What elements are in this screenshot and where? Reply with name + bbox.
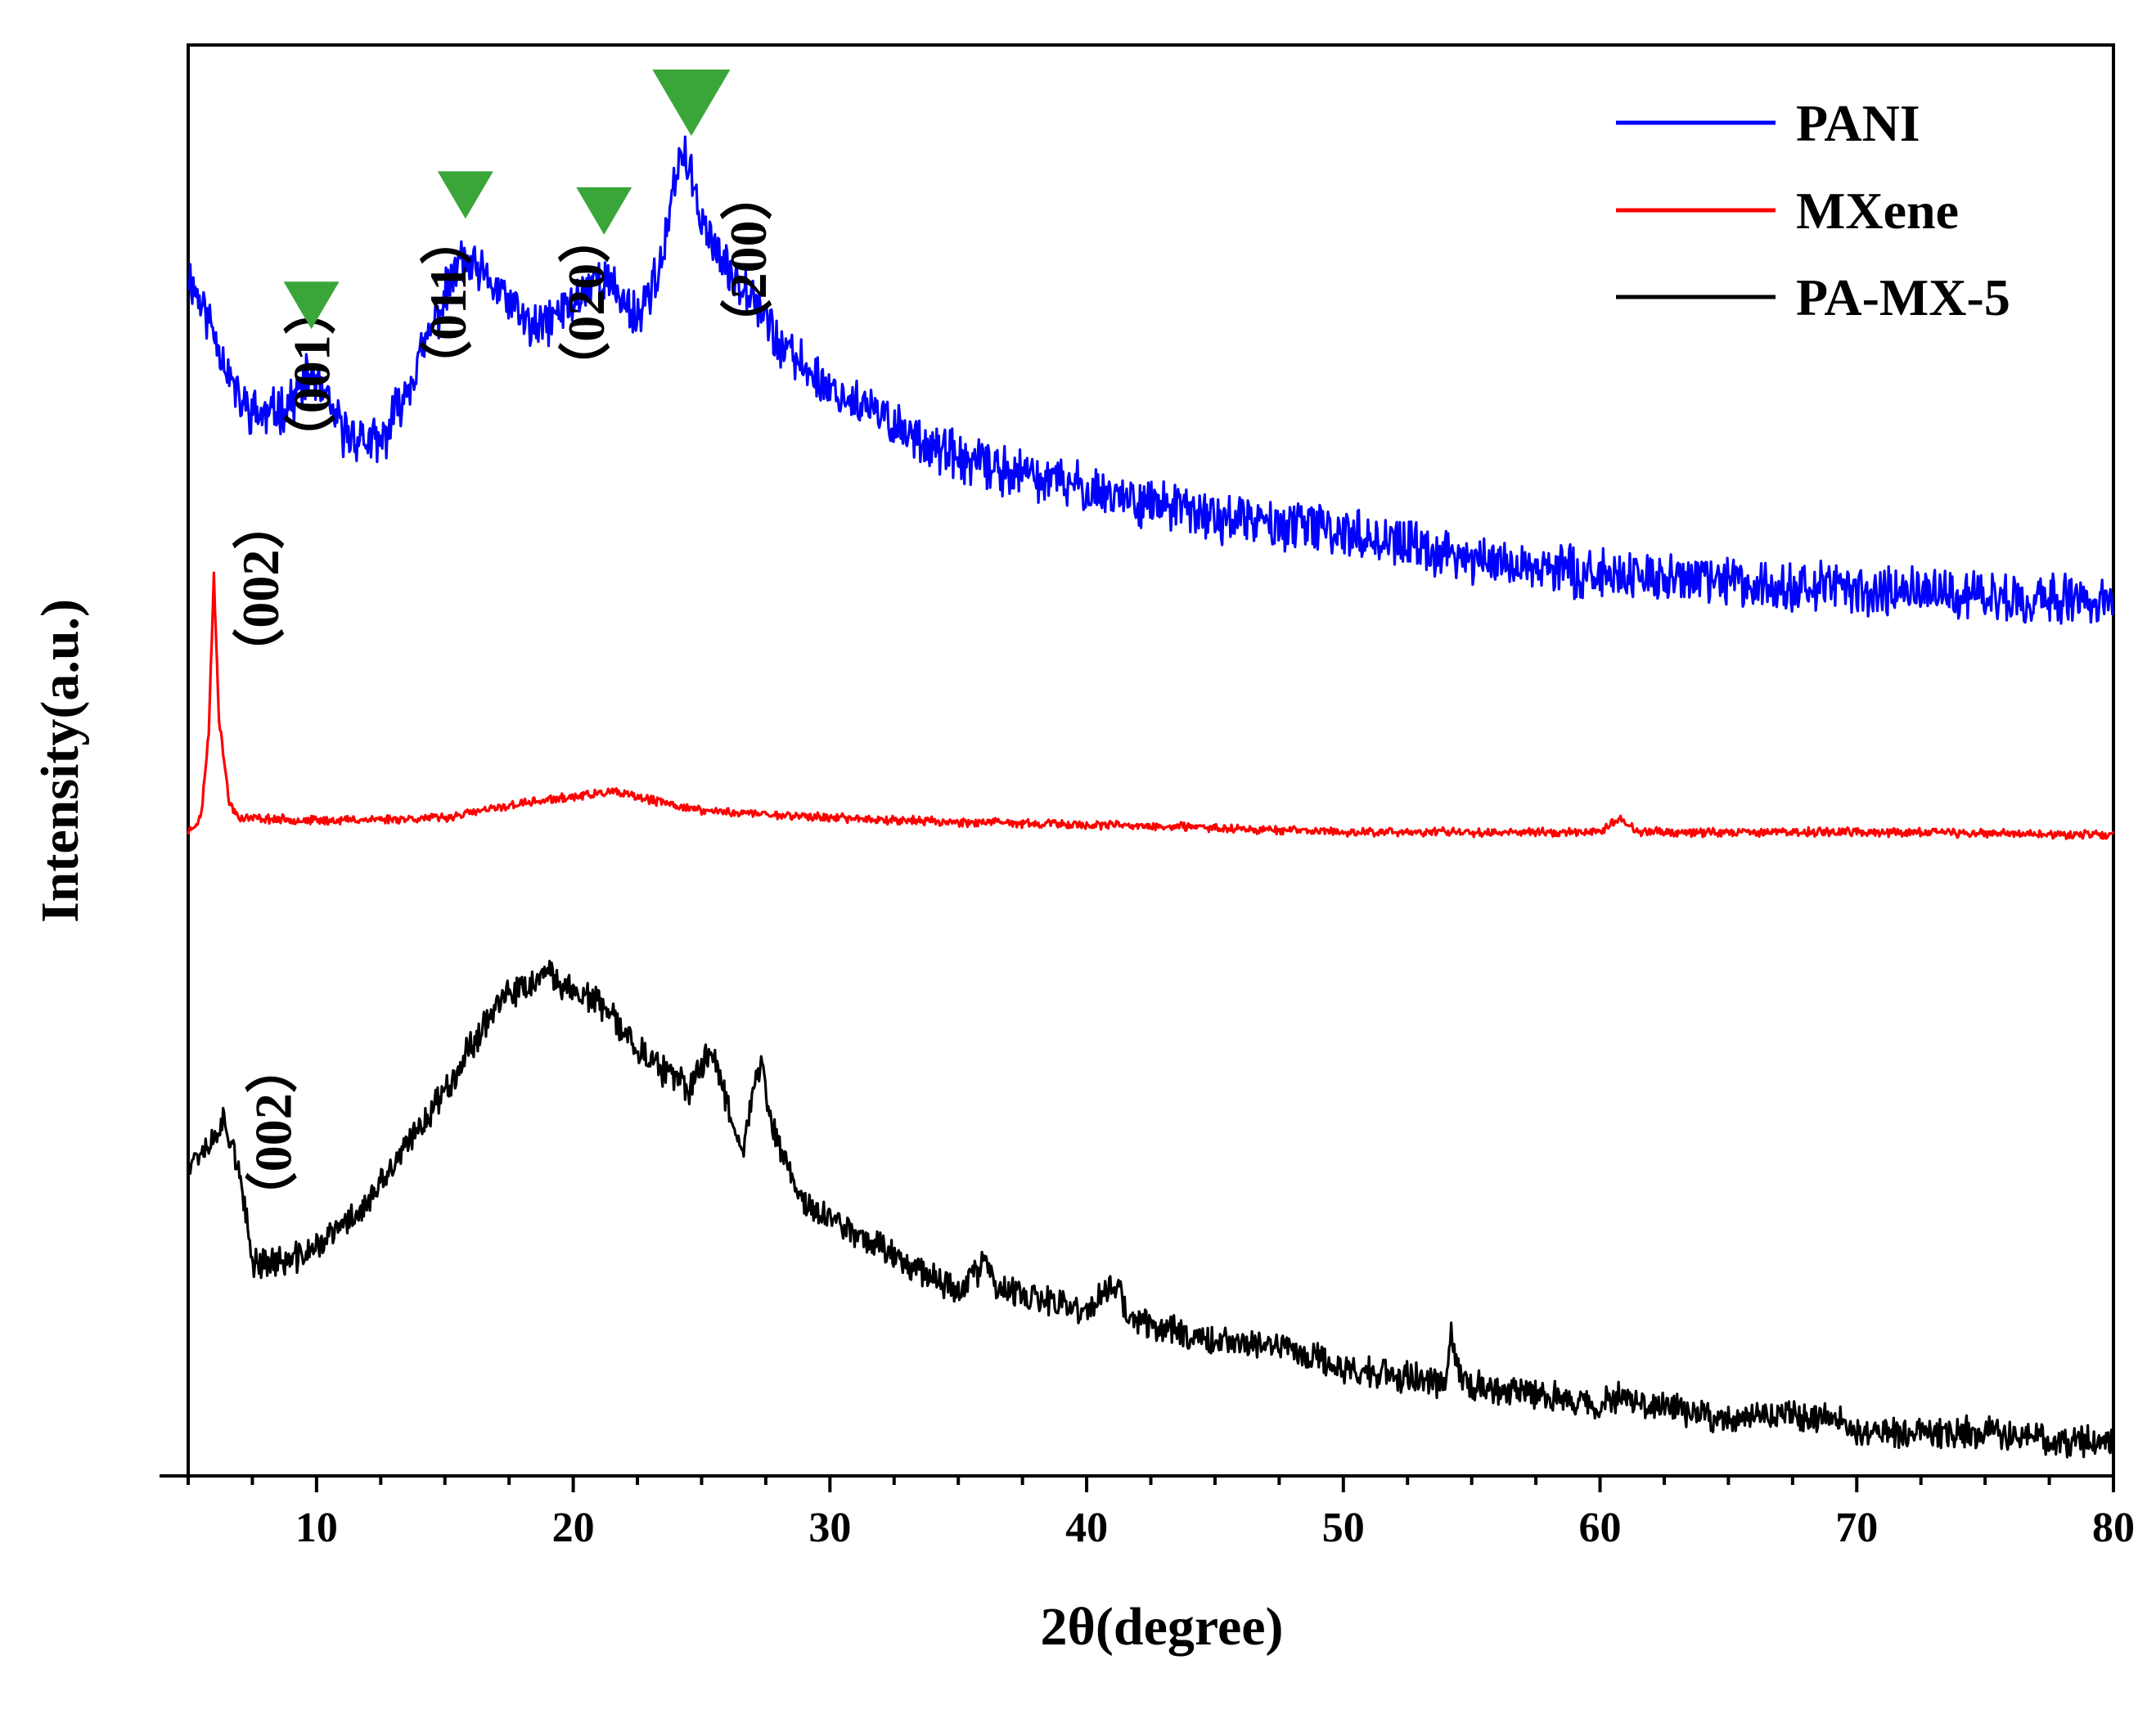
peak-marker xyxy=(652,69,731,137)
x-tick-label: 30 xyxy=(808,1505,851,1551)
x-tick-label: 20 xyxy=(552,1505,595,1551)
peak-label: （002） xyxy=(232,497,290,681)
x-axis-title: 2θ(degree) xyxy=(1040,1597,1283,1657)
peak-marker xyxy=(283,281,340,330)
peak-label: （200） xyxy=(719,168,777,351)
y-axis-title: Intensity(a.u.) xyxy=(30,599,90,923)
peak-label: （011） xyxy=(419,213,477,393)
series-line-mxene xyxy=(187,571,2115,840)
peak-marker xyxy=(576,187,632,235)
series-line-pani xyxy=(187,135,2115,625)
x-tick-label: 80 xyxy=(2092,1505,2135,1551)
x-axis-ticks: 10 20 30 40 50 60 70 80 xyxy=(160,1474,2135,1551)
legend-label-pa-mx-5: PA-MX-5 xyxy=(1796,268,2010,326)
legend: PANI MXene PA-MX-5 xyxy=(1616,94,2010,326)
legend-label-mxene: MXene xyxy=(1796,182,1959,240)
x-tick-label: 10 xyxy=(295,1505,338,1551)
peak-label: （002） xyxy=(245,1041,303,1224)
peak-marker xyxy=(437,171,493,219)
legend-label-pani: PANI xyxy=(1796,94,1920,152)
annotation-layer: （001） （011） （020） （200）（002）（002） xyxy=(232,69,777,1224)
series-line-pa-mx-5 xyxy=(187,960,2115,1459)
plot-frame xyxy=(187,43,2115,1478)
x-tick-label: 40 xyxy=(1065,1505,1108,1551)
x-tick-label: 50 xyxy=(1322,1505,1365,1551)
peak-label: （020） xyxy=(557,211,615,394)
series-layer xyxy=(187,135,2115,1459)
x-tick-label: 70 xyxy=(1835,1505,1878,1551)
x-tick-label: 60 xyxy=(1579,1505,1622,1551)
